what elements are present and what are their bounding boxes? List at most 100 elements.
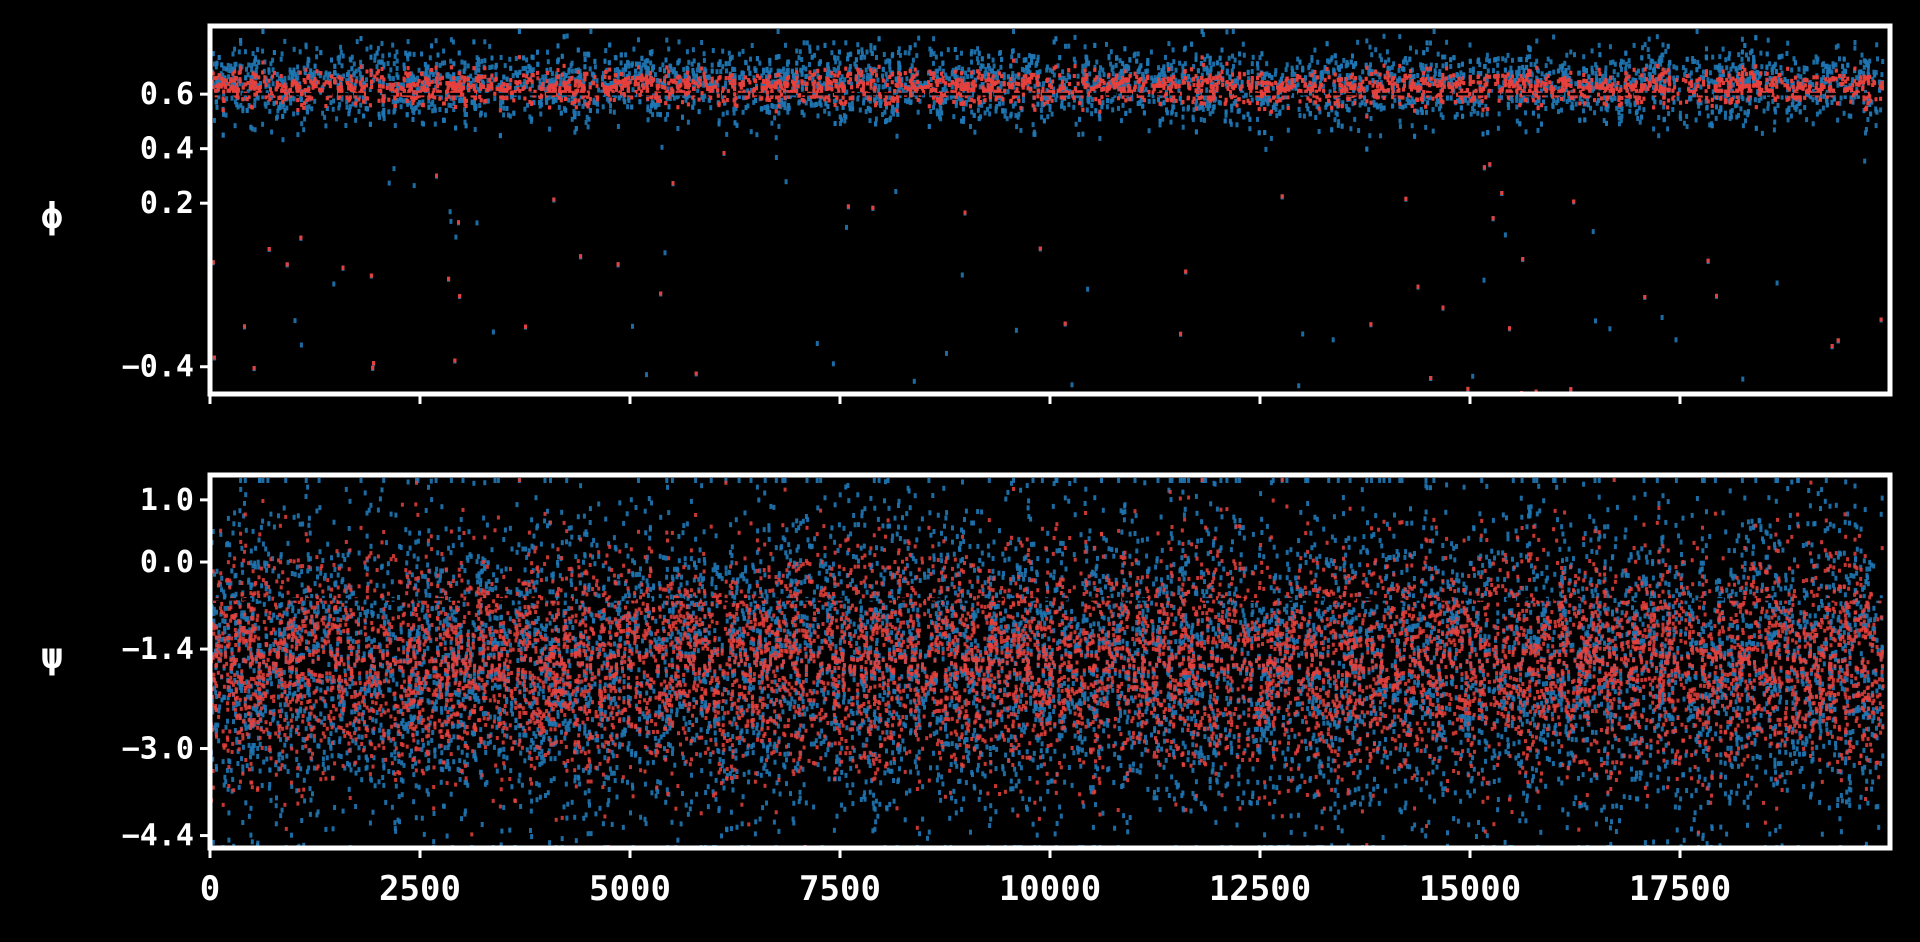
scatter-point (1146, 58, 1149, 63)
scatter-point (1383, 106, 1386, 111)
scatter-point (1424, 125, 1427, 130)
scatter-point (1619, 62, 1622, 67)
scatter-point (777, 111, 780, 116)
scatter-point (1521, 98, 1524, 103)
scatter-point (1486, 111, 1489, 116)
scatter-point (1024, 57, 1027, 62)
scatter-point (388, 52, 391, 57)
scatter-point (1015, 328, 1018, 333)
scatter-point (795, 49, 798, 54)
scatter-point (1009, 114, 1012, 119)
scatter-point (1880, 72, 1883, 77)
scatter-point (960, 51, 963, 56)
scatter-point (1365, 38, 1368, 43)
scatter-point (458, 51, 461, 56)
scatter-point (646, 107, 649, 112)
scatter-point (1387, 57, 1390, 62)
scatter-point (726, 110, 729, 115)
scatter-point (235, 102, 238, 107)
scatter-point (378, 112, 381, 117)
scatter-point (549, 67, 552, 72)
scatter-point (391, 43, 394, 48)
scatter-point (691, 105, 694, 110)
scatter-point (1552, 70, 1555, 75)
scatter-point (442, 118, 445, 123)
scatter-point (944, 73, 947, 78)
scatter-point (1702, 70, 1705, 75)
scatter-point (1337, 123, 1340, 128)
scatter-point (1281, 105, 1284, 110)
scatter-point (1575, 102, 1578, 107)
scatter-point (1349, 126, 1352, 131)
scatter-point (1256, 117, 1259, 122)
scatter-point (310, 106, 313, 111)
scatter-point (1671, 107, 1674, 112)
scatter-point (1350, 60, 1353, 65)
scatter-point (654, 105, 657, 110)
scatter-point (1656, 34, 1659, 39)
scatter-point (1574, 81, 1577, 86)
scatter-point (806, 40, 809, 45)
scatter-point (299, 49, 302, 54)
scatter-point (1170, 120, 1173, 125)
scatter-point (801, 87, 804, 92)
scatter-point (1685, 114, 1688, 119)
scatter-point (1617, 72, 1620, 77)
scatter-point (1230, 104, 1233, 109)
scatter-point (1369, 45, 1372, 50)
scatter-point (1622, 60, 1625, 65)
scatter-point (407, 39, 410, 44)
scatter-point (1103, 72, 1106, 77)
scatter-point (834, 121, 837, 126)
scatter-point (396, 59, 399, 64)
scatter-point (661, 145, 664, 150)
scatter-point (449, 209, 452, 214)
scatter-point (504, 63, 507, 68)
scatter-point (1483, 278, 1486, 283)
scatter-point (881, 74, 884, 79)
scatter-point (860, 47, 863, 52)
scatter-point (645, 58, 648, 63)
scatter-point (977, 60, 980, 65)
scatter-point (1567, 65, 1570, 70)
scatter-point (1816, 112, 1819, 117)
scatter-point (659, 112, 662, 117)
scatter-point (265, 104, 268, 109)
scatter-point (1657, 115, 1660, 120)
scatter-point (449, 219, 452, 224)
scatter-point (232, 52, 235, 57)
scatter-point (377, 46, 380, 51)
scatter-point (478, 62, 481, 67)
scatter-point (604, 59, 607, 64)
scatter-point (698, 109, 701, 114)
scatter-point (998, 101, 1001, 106)
scatter-point (917, 36, 920, 41)
scatter-point (1809, 80, 1812, 85)
scatter-point (626, 104, 629, 109)
scatter-point (1123, 46, 1126, 51)
scatter-point (234, 62, 237, 67)
scatter-point (1143, 110, 1146, 115)
scatter-point (1562, 71, 1565, 76)
scatter-point (928, 124, 931, 129)
scatter-point (1026, 65, 1029, 70)
scatter-point (1461, 114, 1464, 119)
scatter-point (350, 66, 353, 71)
scatter-point (585, 52, 588, 57)
scatter-point (899, 65, 902, 70)
scatter-point (483, 39, 486, 44)
scatter-point (1741, 377, 1744, 382)
scatter-point (1017, 112, 1020, 117)
scatter-point (1667, 111, 1670, 116)
scatter-point (254, 55, 257, 60)
scatter-point (577, 48, 580, 53)
scatter-point (1608, 326, 1611, 331)
scatter-point (309, 68, 312, 73)
scatter-point (851, 101, 854, 106)
scatter-point (628, 98, 631, 103)
scatter-point (1365, 87, 1368, 92)
scatter-point (1014, 113, 1017, 118)
scatter-point (1494, 57, 1497, 62)
scatter-point (1287, 128, 1290, 133)
scatter-point (1714, 65, 1717, 70)
